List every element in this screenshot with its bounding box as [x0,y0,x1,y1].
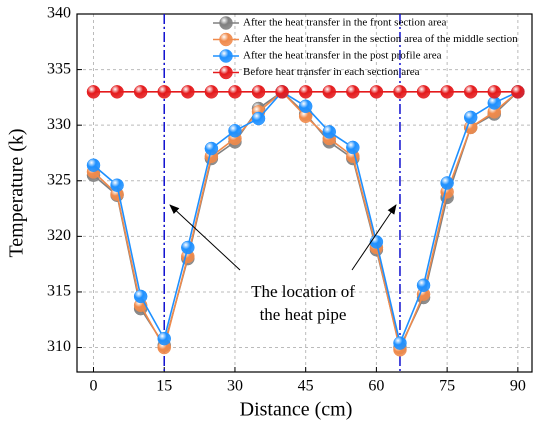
annotation: the heat pipe [260,305,347,324]
data-point [110,178,124,192]
data-point [322,125,337,139]
data-point [228,85,242,99]
data-point [416,278,431,293]
legend-label: After the heat transfer in the post prof… [243,50,442,62]
data-point [440,85,454,99]
annotation-arrow [169,204,241,271]
y-axis-label: Temperature (k) [6,128,28,257]
x-tick-label: 15 [156,378,172,395]
x-tick-label: 60 [368,378,384,395]
data-point [251,85,266,99]
data-point [133,289,148,304]
data-point [86,85,101,99]
legend-label: After the heat transfer in the front sec… [243,17,447,29]
x-tick-label: 30 [227,378,243,395]
annotation-arrow [351,204,397,271]
legend-label: After the heat transfer in the section a… [243,33,518,45]
y-tick-label: 310 [47,338,71,355]
x-tick-label: 45 [298,378,314,395]
data-point [204,141,219,156]
y-tick-label: 325 [47,171,71,188]
data-point [181,85,195,99]
legend-marker [219,65,233,80]
y-tick-label: 340 [47,5,71,22]
y-tick-label: 320 [47,227,71,244]
data-point [157,85,171,99]
data-point [181,240,195,255]
x-tick-label: 90 [510,378,526,395]
x-axis-label: Distance (cm) [240,399,353,421]
data-point [393,85,407,99]
x-tick-label: 0 [90,378,98,395]
plot-frame [76,13,533,373]
data-point [346,140,360,155]
data-point [133,85,148,99]
data-point [440,176,454,190]
legend-marker [219,32,233,47]
y-tick-label: 330 [47,116,71,133]
data-point [416,85,431,99]
y-tick-label: 335 [47,60,71,77]
data-point [251,111,266,126]
data-point [463,85,478,99]
annotation: The location of [251,282,355,301]
data-point [110,85,124,99]
data-point [393,336,407,350]
data-point [346,85,360,99]
data-point [369,235,384,249]
data-point [157,331,171,346]
data-point [275,85,289,99]
data-point [511,85,525,99]
data-point [487,85,502,99]
data-point [463,110,478,125]
x-tick-label: 75 [439,378,455,395]
legend-marker [219,49,233,63]
data-point [298,99,313,114]
legend-label: Before heat transfer in each section are… [243,66,420,78]
legend-marker [219,16,233,30]
data-point [86,158,101,172]
data-point [298,85,313,99]
y-tick-label: 315 [47,283,71,300]
data-point [204,85,219,99]
data-point [369,85,384,99]
data-point [322,85,337,99]
data-point [228,123,242,138]
